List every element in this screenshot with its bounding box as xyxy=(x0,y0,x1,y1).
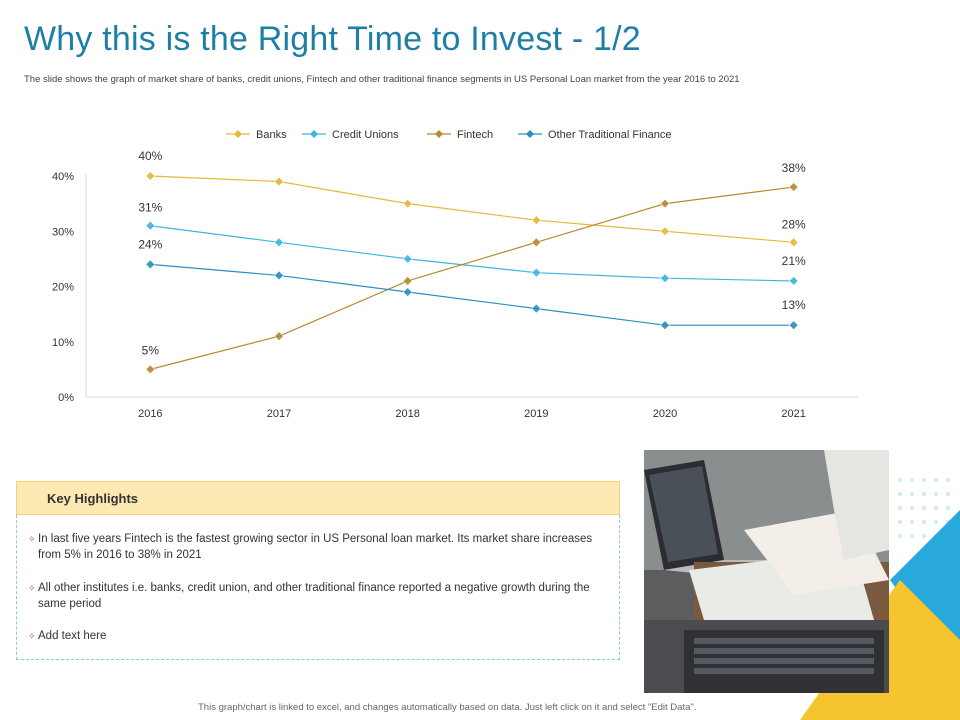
y-tick-label: 20% xyxy=(52,282,74,294)
data-label: 31% xyxy=(138,201,162,215)
bullet-icon: ✧ xyxy=(28,583,36,593)
data-point xyxy=(274,176,284,187)
bullet-icon: ✧ xyxy=(28,534,36,544)
data-point xyxy=(274,331,284,342)
legend-label: Banks xyxy=(256,129,287,141)
legend-marker xyxy=(526,130,534,138)
y-tick-label: 40% xyxy=(52,171,74,183)
y-tick-label: 0% xyxy=(58,392,74,404)
data-point xyxy=(788,320,799,331)
y-tick-label: 10% xyxy=(52,337,74,349)
series-line-credit-unions xyxy=(150,225,794,282)
data-point xyxy=(531,267,542,278)
key-highlights-header: Key Highlights xyxy=(16,481,620,515)
highlight-text: Add text here xyxy=(38,630,107,642)
data-point xyxy=(274,237,284,248)
highlight-item: ✧ In last five years Fintech is the faste… xyxy=(28,531,593,563)
data-label: 24% xyxy=(138,237,162,251)
series-line-other-traditional-finance xyxy=(150,263,794,326)
legend-label: Other Traditional Finance xyxy=(548,129,672,141)
x-tick-label: 2019 xyxy=(524,408,548,420)
data-point xyxy=(531,303,542,314)
highlight-text: All other institutes i.e. banks, credit … xyxy=(38,582,590,610)
data-point xyxy=(531,215,542,226)
bullet-icon: ✧ xyxy=(28,631,36,641)
x-tick-label: 2020 xyxy=(653,408,677,420)
laptop-image xyxy=(644,450,889,693)
x-tick-label: 2017 xyxy=(267,408,291,420)
data-point xyxy=(788,276,799,286)
data-point xyxy=(402,276,413,286)
data-point xyxy=(660,273,670,284)
key-highlights-box xyxy=(16,515,620,660)
data-point xyxy=(660,226,670,237)
highlight-item: ✧ Add text here xyxy=(28,628,593,644)
data-point xyxy=(660,198,670,209)
data-label: 21% xyxy=(782,254,806,268)
data-point xyxy=(145,259,156,270)
data-point xyxy=(145,220,156,231)
slide-title: Why this is the Right Time to Invest - 1… xyxy=(24,20,641,58)
legend-marker xyxy=(234,130,242,138)
legend-label: Fintech xyxy=(457,129,493,141)
key-highlights-title: Key Highlights xyxy=(47,491,139,506)
legend-marker xyxy=(435,130,443,138)
data-label: 38% xyxy=(782,161,806,175)
data-point xyxy=(788,237,799,248)
legend-marker xyxy=(310,130,318,138)
line-chart[interactable]: 0% 10% 20% 30% 40% 2016 2017 2018 2019 2020 2021 40… xyxy=(0,110,960,430)
data-point xyxy=(660,320,670,331)
series-line-banks xyxy=(150,175,794,243)
data-point xyxy=(145,171,156,181)
data-point xyxy=(531,237,542,248)
laptop-photo xyxy=(644,450,889,693)
data-point xyxy=(402,198,413,209)
highlight-item: ✧ All other institutes i.e. banks, credit… xyxy=(28,580,593,612)
data-point xyxy=(788,182,799,192)
slide-subtitle: The slide shows the graph of market shar… xyxy=(24,74,740,85)
y-tick-label: 30% xyxy=(52,226,74,238)
data-point xyxy=(402,253,413,264)
footer-note: This graph/chart is linked to excel, and… xyxy=(198,702,697,713)
legend-label: Credit Unions xyxy=(332,129,399,141)
data-point xyxy=(274,270,284,281)
data-point xyxy=(402,287,413,297)
data-point xyxy=(145,364,156,375)
data-label: 40% xyxy=(138,149,162,163)
data-label: 28% xyxy=(782,217,806,231)
data-label: 13% xyxy=(782,298,806,312)
data-label: 5% xyxy=(142,343,160,357)
x-tick-label: 2021 xyxy=(781,408,805,420)
x-tick-label: 2016 xyxy=(138,408,162,420)
series-line-fintech xyxy=(150,186,794,370)
x-tick-label: 2018 xyxy=(395,408,419,420)
highlight-text: In last five years Fintech is the fastes… xyxy=(38,533,593,561)
